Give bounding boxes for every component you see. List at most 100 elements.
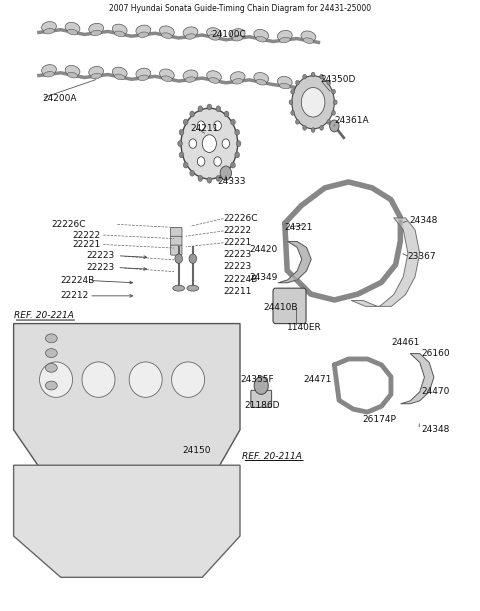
FancyBboxPatch shape [171,236,182,246]
Circle shape [214,121,221,130]
Ellipse shape [162,33,172,38]
Ellipse shape [138,75,149,81]
Text: 22222: 22222 [72,230,101,240]
Ellipse shape [65,65,80,76]
Ellipse shape [254,73,269,84]
Polygon shape [13,465,240,577]
Text: 22226C: 22226C [51,220,86,229]
Text: 24349: 24349 [250,273,278,282]
Circle shape [207,104,212,110]
Ellipse shape [114,31,125,37]
Circle shape [303,125,307,130]
Ellipse shape [277,31,292,41]
Circle shape [311,72,315,77]
Ellipse shape [46,364,57,372]
Circle shape [235,130,240,135]
Ellipse shape [82,362,115,397]
FancyBboxPatch shape [171,245,182,255]
Ellipse shape [162,76,172,81]
Ellipse shape [46,349,57,357]
Text: 24211: 24211 [191,125,219,133]
Circle shape [292,76,335,129]
Text: 24355F: 24355F [240,375,274,384]
Circle shape [254,377,268,394]
Ellipse shape [183,27,198,38]
Text: 24350D: 24350D [320,75,356,84]
Text: 26174P: 26174P [362,415,396,423]
Ellipse shape [89,67,104,77]
Text: REF. 20-211A: REF. 20-211A [242,452,302,461]
Text: 24348: 24348 [410,216,438,225]
Ellipse shape [39,362,72,397]
Circle shape [189,139,197,148]
Circle shape [197,121,205,130]
Circle shape [303,75,307,79]
Ellipse shape [230,29,245,39]
Ellipse shape [183,70,198,81]
Text: 22212: 22212 [61,291,89,301]
Text: 23367: 23367 [408,252,436,262]
Circle shape [320,125,324,130]
Ellipse shape [136,68,151,79]
Ellipse shape [89,23,104,34]
Text: REF. 20-221A: REF. 20-221A [13,312,73,320]
Text: 24150: 24150 [182,446,211,455]
Circle shape [236,141,241,147]
Ellipse shape [136,25,151,36]
Circle shape [175,254,182,263]
Text: 22211: 22211 [224,287,252,296]
Circle shape [216,175,221,181]
Circle shape [183,162,188,168]
Ellipse shape [256,36,266,42]
Ellipse shape [277,76,292,87]
Circle shape [190,111,194,117]
Ellipse shape [209,78,219,83]
Text: 22222: 22222 [224,227,252,235]
Text: 21186D: 21186D [245,401,280,409]
Circle shape [330,120,339,132]
Circle shape [198,106,203,112]
Circle shape [198,175,203,181]
Circle shape [296,120,300,124]
Circle shape [291,111,295,115]
Text: 22221: 22221 [72,240,101,249]
Ellipse shape [44,29,54,34]
Circle shape [320,75,324,79]
Ellipse shape [185,77,196,82]
Text: 22223: 22223 [87,263,115,272]
Text: 24321: 24321 [284,223,312,232]
Text: 24470: 24470 [421,387,450,396]
Circle shape [224,170,229,176]
Circle shape [301,87,325,117]
FancyBboxPatch shape [251,390,272,408]
Title: 2007 Hyundai Sonata Guide-Timing Chain Diagram for 24431-25000: 2007 Hyundai Sonata Guide-Timing Chain D… [109,4,371,13]
Circle shape [334,100,337,104]
Text: 24100C: 24100C [212,30,246,39]
Ellipse shape [207,71,221,82]
Ellipse shape [112,24,127,35]
Text: 26160: 26160 [421,349,450,357]
Circle shape [216,106,221,112]
Ellipse shape [303,38,313,43]
Ellipse shape [209,35,219,40]
Circle shape [231,119,235,125]
Circle shape [202,135,216,153]
Circle shape [179,152,184,158]
Circle shape [189,254,197,263]
Circle shape [197,157,205,166]
Ellipse shape [129,362,162,397]
Circle shape [332,111,336,115]
Ellipse shape [67,29,78,35]
Circle shape [235,152,240,158]
Text: 24200A: 24200A [42,93,76,103]
Ellipse shape [159,69,174,80]
Ellipse shape [279,37,290,43]
Ellipse shape [46,381,57,390]
Circle shape [222,139,229,148]
Circle shape [190,170,194,176]
Polygon shape [13,324,240,471]
Ellipse shape [46,334,57,343]
Circle shape [207,177,212,183]
Text: 24333: 24333 [218,177,246,186]
Ellipse shape [159,26,174,37]
